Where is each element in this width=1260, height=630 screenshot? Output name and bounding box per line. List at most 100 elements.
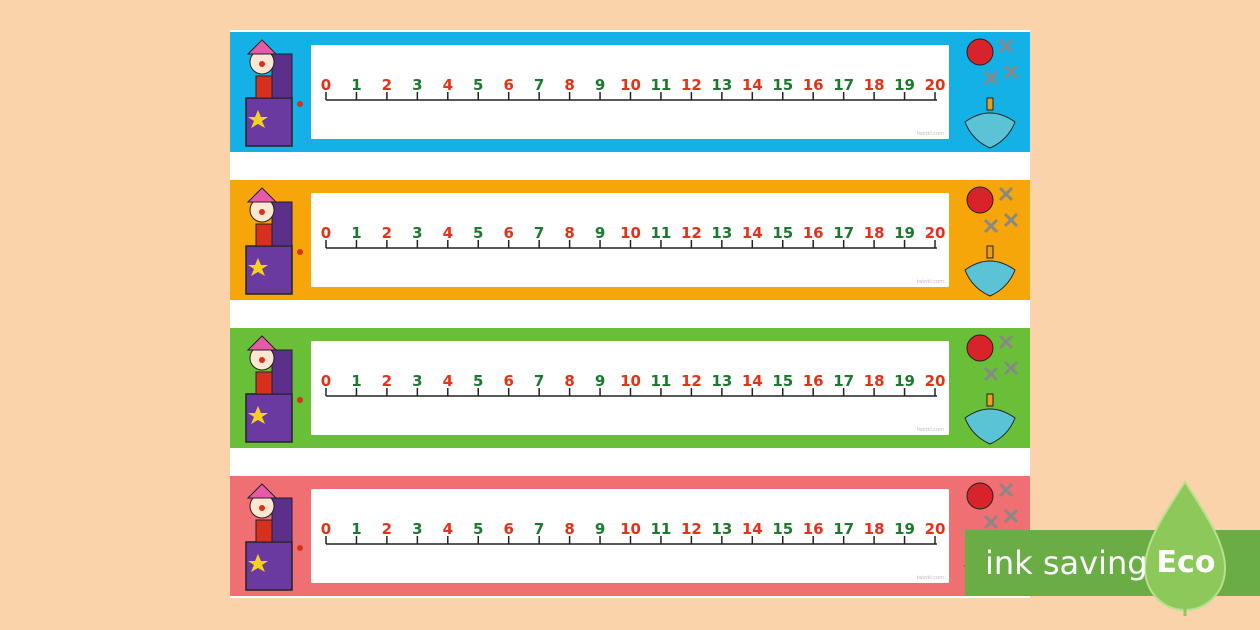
jack-box	[245, 393, 293, 443]
jack-star	[248, 110, 268, 128]
number-label: 6	[503, 224, 513, 242]
number-label: 8	[564, 520, 574, 538]
spinning-top	[964, 112, 1016, 149]
jack-back	[271, 201, 293, 247]
number-label: 2	[382, 520, 392, 538]
number-label: 16	[803, 520, 824, 538]
number-label: 7	[534, 372, 544, 390]
number-label: 2	[382, 372, 392, 390]
badge-eco: Eco	[1157, 545, 1216, 580]
jacks-shape	[983, 186, 1019, 234]
number-label: 5	[473, 372, 483, 390]
number-label: 7	[534, 76, 544, 94]
strip: 0 1 2 3 4 5 6 7 8 9 10 11 12 13 14 15 16 17 18 19 20twinkl.c…	[230, 476, 1030, 596]
number-label: 6	[503, 76, 513, 94]
number-label: 9	[595, 76, 605, 94]
strips: 0 1 2 3 4 5 6 7 8 9 10 11 12 13 14 15 16 17 18 19 20twinkl.c…	[230, 32, 1030, 596]
number-label: 9	[595, 372, 605, 390]
number-label: 4	[443, 224, 453, 242]
number-label: 3	[412, 76, 422, 94]
gap	[230, 448, 1030, 476]
jack-hat	[246, 483, 278, 499]
number-label: 20	[925, 520, 946, 538]
number-label: 15	[772, 76, 793, 94]
jack-box	[245, 541, 293, 591]
jack-star	[248, 406, 268, 424]
number-label: 17	[833, 520, 854, 538]
number-label: 12	[681, 372, 702, 390]
top-handle	[986, 245, 994, 259]
jack-hat	[246, 187, 278, 203]
spinning-top	[964, 408, 1016, 445]
number-label: 7	[534, 224, 544, 242]
number-label: 11	[651, 76, 672, 94]
number-label: 13	[711, 224, 732, 242]
number-label: 20	[925, 76, 946, 94]
number-label: 16	[803, 76, 824, 94]
number-label: 8	[564, 76, 574, 94]
number-label: 5	[473, 76, 483, 94]
jack-box	[245, 245, 293, 295]
number-label: 15	[772, 372, 793, 390]
number-label: 0	[321, 76, 331, 94]
jack-crank	[297, 545, 303, 551]
number-label: 14	[742, 76, 763, 94]
number-label: 12	[681, 224, 702, 242]
number-label: 1	[351, 224, 361, 242]
number-label: 3	[412, 224, 422, 242]
jack-crank	[297, 101, 303, 107]
number-label: 18	[864, 76, 885, 94]
jacks-shape	[983, 482, 1019, 530]
spinning-top	[964, 260, 1016, 297]
number-label: 11	[651, 372, 672, 390]
top-handle	[986, 97, 994, 111]
jack-back	[271, 349, 293, 395]
top-handle	[986, 393, 994, 407]
number-label: 19	[894, 224, 915, 242]
number-label: 0	[321, 372, 331, 390]
ball	[966, 38, 994, 66]
number-label: 5	[473, 520, 483, 538]
number-label: 14	[742, 520, 763, 538]
jack-back	[271, 53, 293, 99]
gap	[230, 300, 1030, 328]
watermark: twinkl.com	[917, 575, 944, 581]
number-label: 10	[620, 520, 641, 538]
jack-crank	[297, 397, 303, 403]
watermark: twinkl.com	[917, 131, 944, 137]
eco-badge: ink saving Eco	[965, 480, 1260, 616]
jack-nose	[259, 505, 265, 511]
number-label: 2	[382, 76, 392, 94]
number-label: 14	[742, 372, 763, 390]
number-label: 11	[651, 520, 672, 538]
number-label: 13	[711, 76, 732, 94]
gap	[230, 152, 1030, 180]
number-label: 6	[503, 372, 513, 390]
number-label: 18	[864, 520, 885, 538]
number-label: 10	[620, 224, 641, 242]
watermark: twinkl.com	[917, 279, 944, 285]
number-label: 1	[351, 372, 361, 390]
number-label: 10	[620, 76, 641, 94]
watermark: twinkl.com	[917, 427, 944, 433]
number-label: 16	[803, 372, 824, 390]
number-label: 12	[681, 520, 702, 538]
jack-crank	[297, 249, 303, 255]
number-label: 9	[595, 520, 605, 538]
jacks-shape	[983, 38, 1019, 86]
jack-hat	[246, 335, 278, 351]
number-label: 19	[894, 76, 915, 94]
number-label: 4	[443, 372, 453, 390]
number-label: 10	[620, 372, 641, 390]
number-label: 17	[833, 372, 854, 390]
jack-box	[245, 97, 293, 147]
number-label: 1	[351, 76, 361, 94]
strip: 0 1 2 3 4 5 6 7 8 9 10 11 12 13 14 15 16 17 18 19 20twinkl.c…	[230, 328, 1030, 448]
number-label: 15	[772, 224, 793, 242]
jack-nose	[259, 61, 265, 67]
jack-nose	[259, 209, 265, 215]
number-label: 8	[564, 372, 574, 390]
ball	[966, 186, 994, 214]
